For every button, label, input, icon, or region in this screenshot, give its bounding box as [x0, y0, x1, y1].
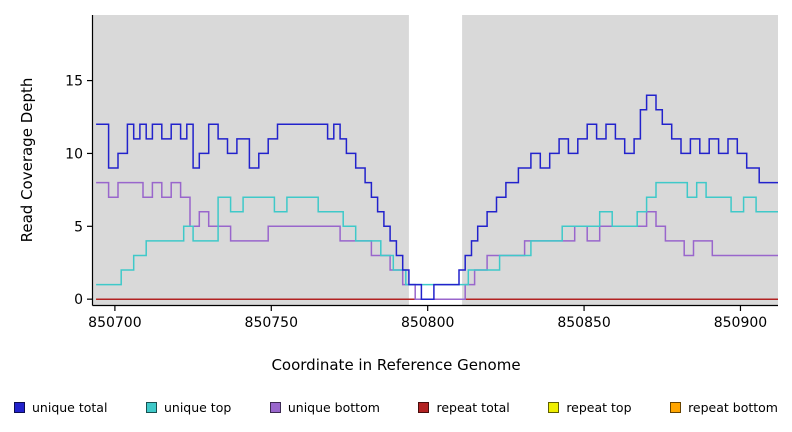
coverage-gap-band — [408, 15, 463, 305]
legend-label-unique-top: unique top — [163, 400, 232, 415]
y-axis-title: Read Coverage Depth — [18, 77, 36, 243]
legend: unique total unique top unique bottom repea… — [14, 400, 778, 415]
legend-item-unique-bottom: unique bottom — [269, 400, 380, 415]
legend-swatch-repeat-top — [548, 402, 560, 413]
x-tick-label: 850800 — [401, 315, 454, 331]
legend-label-unique-bottom: unique bottom — [287, 400, 380, 415]
series-line-unique-total — [96, 94, 778, 300]
legend-swatch-unique-bottom — [269, 402, 281, 413]
y-tick-label: 10 — [65, 146, 83, 162]
legend-item-repeat-top: repeat top — [548, 400, 632, 415]
x-tick-label: 850900 — [714, 315, 767, 331]
legend-swatch-repeat-bottom — [670, 402, 682, 413]
legend-swatch-repeat-total — [418, 402, 430, 413]
y-tick-label: 0 — [74, 292, 83, 308]
y-tick-label: 15 — [65, 74, 83, 90]
y-tick-label: 5 — [74, 219, 83, 235]
plot-svg: 850700 850750 850800 850850 850900 0 5 10 15 — [65, 15, 778, 331]
legend-label-repeat-top: repeat top — [566, 400, 632, 415]
legend-label-repeat-bottom: repeat bottom — [688, 400, 778, 415]
legend-label-repeat-total: repeat total — [436, 400, 510, 415]
legend-item-repeat-total: repeat total — [418, 400, 510, 415]
x-tick-label: 850700 — [88, 315, 141, 331]
legend-swatch-unique-top — [145, 402, 157, 413]
legend-item-repeat-bottom: repeat bottom — [670, 400, 778, 415]
legend-item-unique-top: unique top — [145, 400, 232, 415]
x-tick-label: 850750 — [245, 315, 298, 331]
series-line-unique-top — [96, 181, 778, 286]
legend-item-unique-total: unique total — [14, 400, 107, 415]
x-axis-title: Coordinate in Reference Genome — [271, 356, 521, 374]
legend-label-unique-total: unique total — [32, 400, 108, 415]
legend-swatch-unique-total — [14, 402, 25, 413]
x-tick-label: 850850 — [557, 315, 610, 331]
